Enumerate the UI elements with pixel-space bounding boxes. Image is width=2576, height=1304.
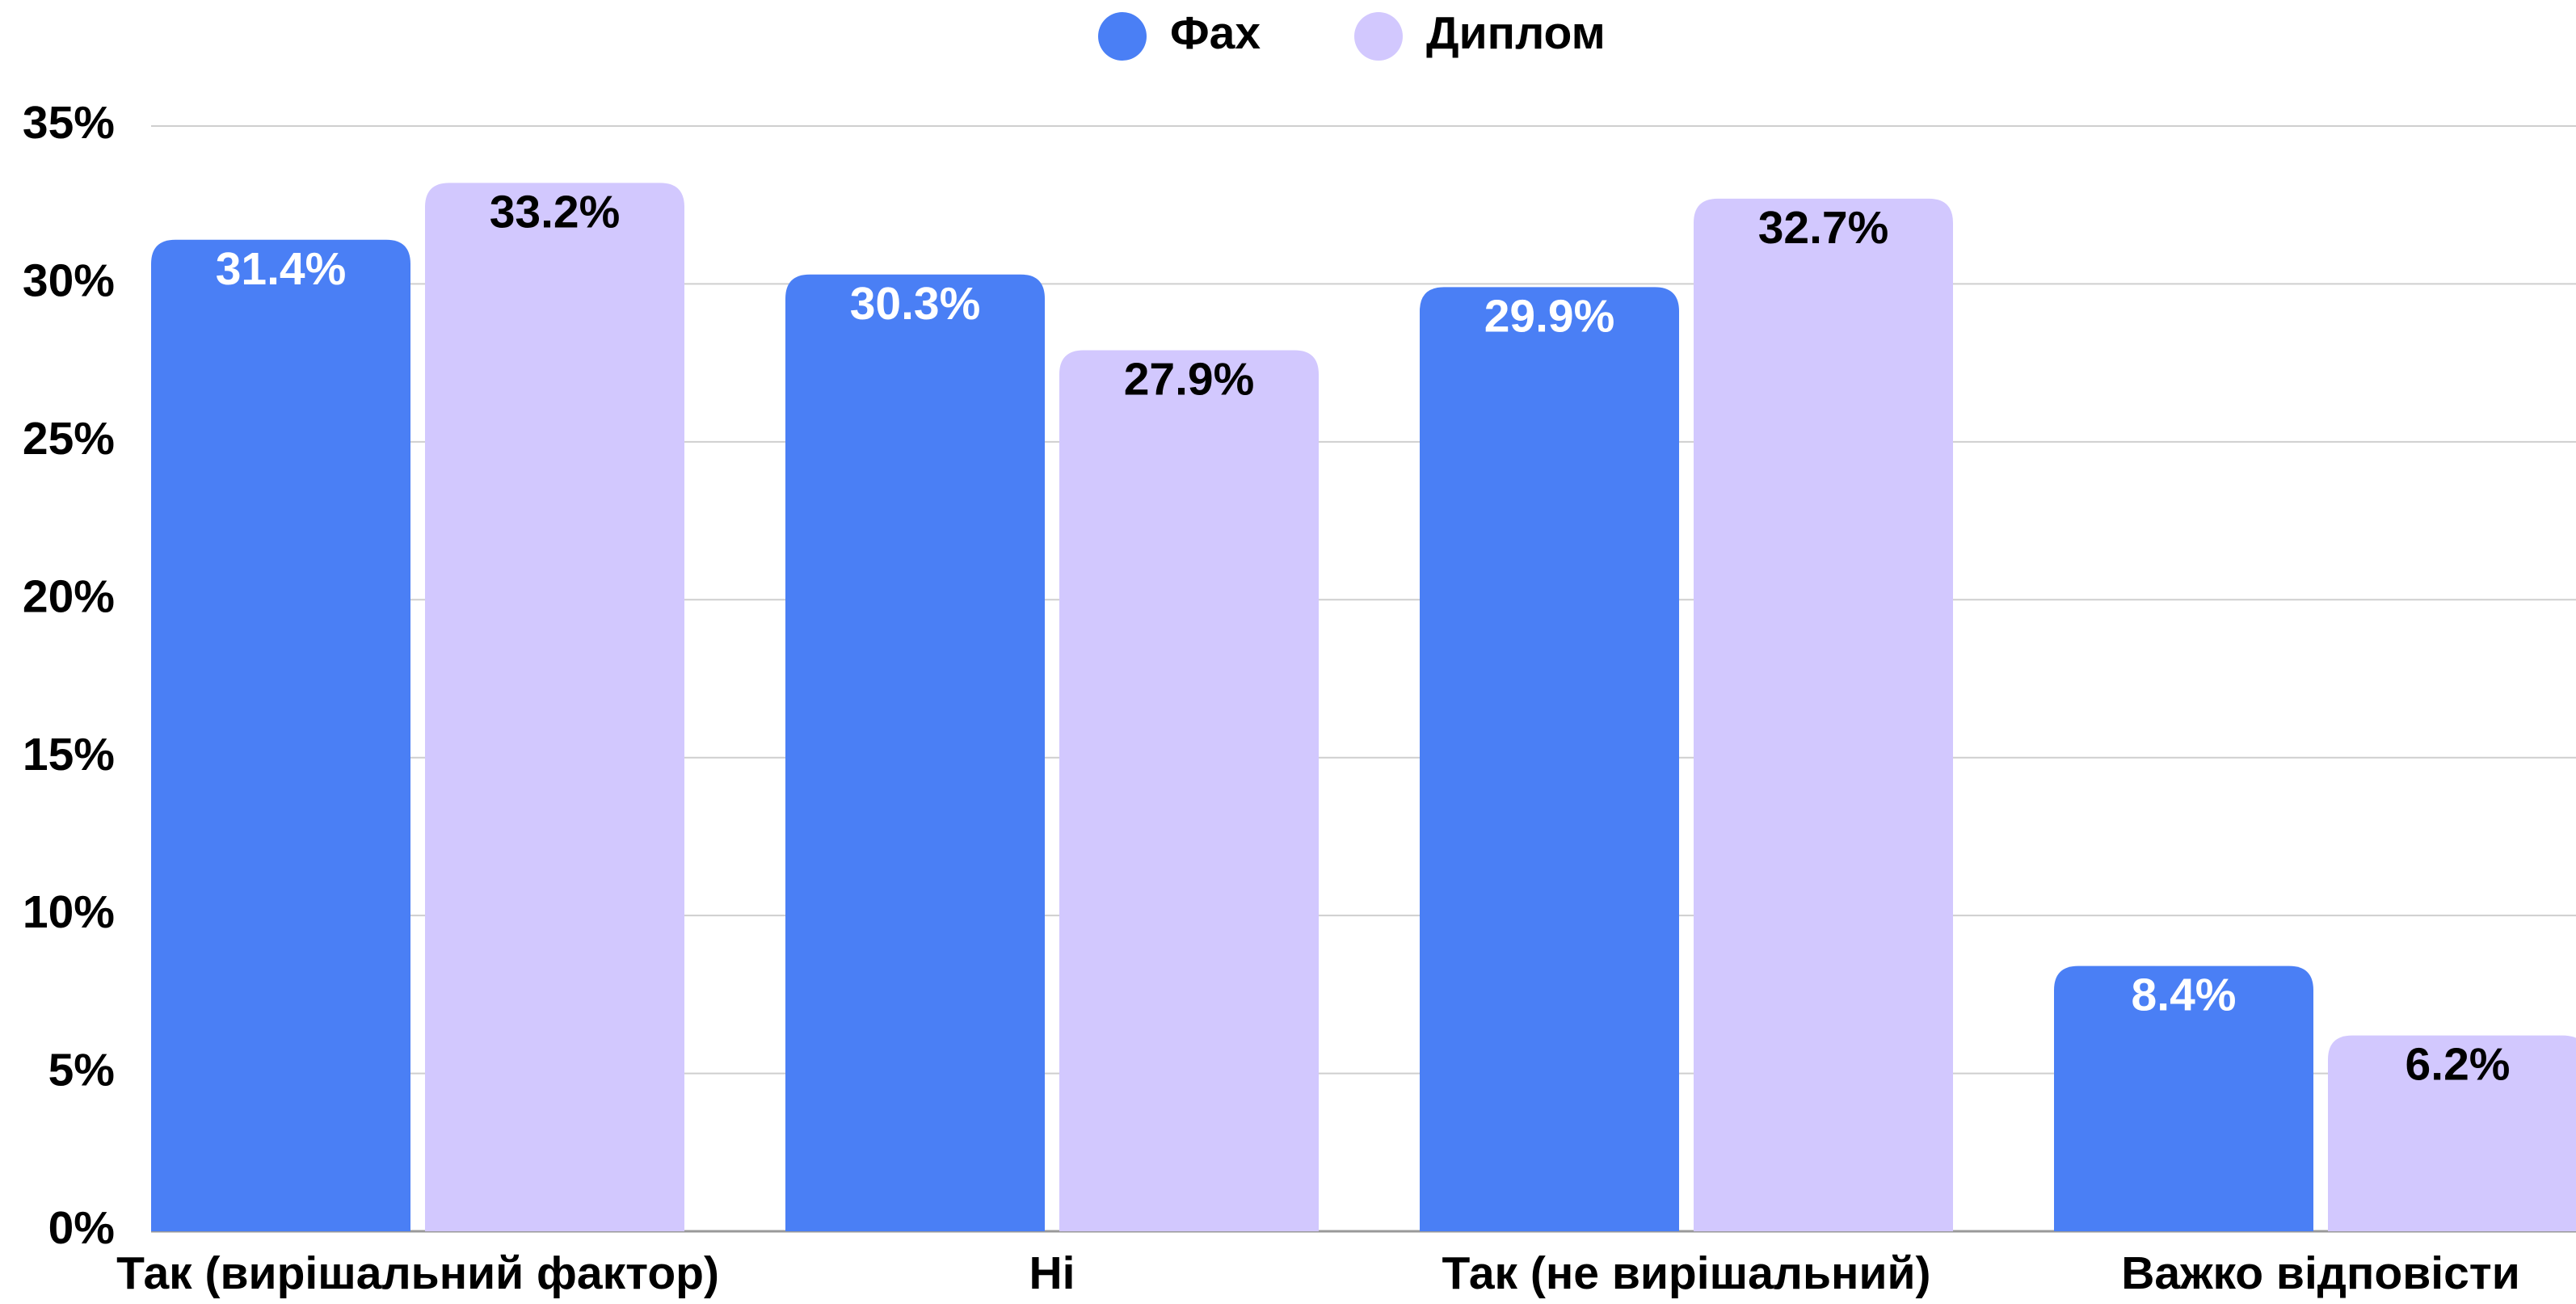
legend-swatch — [1098, 12, 1147, 61]
y-tick-label: 25% — [23, 413, 115, 465]
value-label: 8.4% — [2132, 970, 2237, 1021]
bar — [1420, 287, 1679, 1231]
legend-label: Диплом — [1426, 7, 1606, 59]
legend-swatch — [1354, 12, 1403, 61]
y-tick-label: 15% — [23, 729, 115, 780]
value-label: 29.9% — [1484, 290, 1615, 342]
y-tick-label: 35% — [23, 97, 115, 149]
bar — [785, 274, 1045, 1231]
y-tick-label: 10% — [23, 886, 115, 938]
x-tick-label: Важко відповісти — [2121, 1247, 2520, 1299]
legend-label: Фах — [1170, 7, 1261, 59]
y-tick-label: 20% — [23, 570, 115, 622]
bar — [1059, 350, 1319, 1232]
bar — [2328, 1035, 2576, 1231]
bar — [1694, 198, 1953, 1232]
value-label: 32.7% — [1758, 202, 1889, 254]
x-tick-label: Так (вирішальний фактор) — [116, 1247, 719, 1299]
value-label: 30.3% — [850, 278, 981, 330]
y-tick-label: 5% — [48, 1045, 115, 1096]
x-tick-label: Ні — [1029, 1247, 1075, 1299]
y-tick-label: 0% — [48, 1202, 115, 1254]
value-label: 27.9% — [1124, 354, 1255, 406]
y-tick-label: 30% — [23, 254, 115, 306]
bar — [425, 183, 684, 1232]
value-label: 31.4% — [216, 243, 347, 295]
x-tick-label: Так (не вирішальний) — [1442, 1247, 1930, 1299]
bar — [2054, 965, 2313, 1231]
bar — [151, 239, 410, 1232]
value-label: 33.2% — [490, 186, 621, 238]
value-label: 6.2% — [2406, 1039, 2511, 1091]
